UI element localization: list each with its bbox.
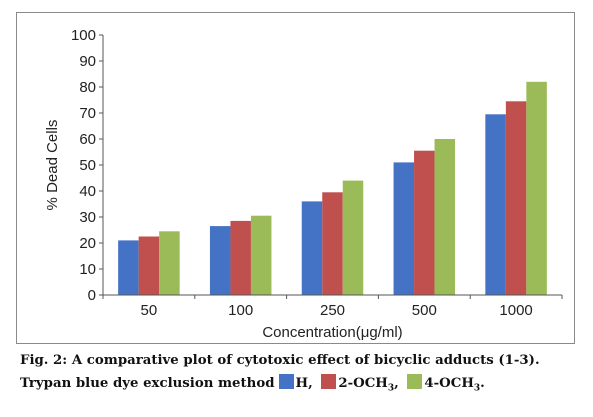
figure-caption: Fig. 2: A comparative plot of cytotoxic … bbox=[20, 349, 590, 401]
bar-2-och3-250 bbox=[322, 192, 343, 295]
caption-line-2: Trypan blue dye exclusion method H, 2-OCH… bbox=[20, 372, 590, 401]
legend-sub-4-och3: 3 bbox=[473, 383, 481, 394]
y-tick-label: 100 bbox=[71, 27, 96, 44]
bars-layer bbox=[118, 81, 547, 295]
bar-4-och3-500 bbox=[434, 139, 456, 295]
legend-swatch-4-och3 bbox=[407, 374, 423, 389]
caption-method-text: Trypan blue dye exclusion method bbox=[20, 376, 275, 391]
y-tick-label: 60 bbox=[79, 131, 96, 148]
x-axis-title: Concentration(μg/ml) bbox=[262, 324, 402, 341]
caption-line-1: Fig. 2: A comparative plot of cytotoxic … bbox=[20, 353, 540, 368]
bar-2-och3-100 bbox=[230, 220, 251, 295]
axes-layer: 0 10 20 30 40 50 60 70 80 90 100 50 100 250 500 1000 bbox=[71, 27, 563, 319]
y-tick-label: 90 bbox=[79, 53, 96, 70]
y-tick-label: 0 bbox=[88, 287, 96, 304]
x-tick-label: 500 bbox=[412, 302, 437, 319]
bar-2-och3-1000 bbox=[505, 101, 527, 295]
bar-4-och3-1000 bbox=[526, 81, 547, 295]
y-tick-label: 80 bbox=[79, 79, 96, 96]
bar-4-och3-250 bbox=[342, 180, 364, 295]
bar-4-och3-50 bbox=[159, 231, 180, 295]
bar-4-och3-100 bbox=[250, 215, 272, 295]
legend-label-h: H, bbox=[295, 376, 313, 391]
legend-label-2-och3: 2-OCH bbox=[338, 376, 388, 391]
bar-h-250 bbox=[301, 201, 323, 295]
bar-2-och3-500 bbox=[414, 150, 435, 295]
bar-h-100 bbox=[209, 226, 231, 295]
y-tick-label: 70 bbox=[79, 105, 96, 122]
y-tick-label: 50 bbox=[79, 157, 96, 174]
bar-2-och3-50 bbox=[138, 236, 160, 295]
y-axis-title: % Dead Cells bbox=[44, 120, 61, 211]
bar-chart: 0 10 20 30 40 50 60 70 80 90 100 50 100 250 500 1000 % … bbox=[44, 27, 563, 341]
legend-tail-4-och3: . bbox=[480, 376, 485, 391]
x-tick-label: 100 bbox=[228, 302, 253, 319]
bar-h-500 bbox=[393, 162, 415, 295]
legend-swatch-h bbox=[278, 374, 294, 389]
legend-tail-2-och3: , bbox=[394, 376, 399, 391]
legend-swatch-2-och3 bbox=[321, 374, 337, 389]
x-tick-label: 50 bbox=[141, 302, 158, 319]
bar-h-50 bbox=[118, 240, 139, 295]
legend-sub-2-och3: 3 bbox=[387, 383, 395, 394]
y-tick-label: 10 bbox=[79, 261, 96, 278]
legend-label-4-och3: 4-OCH bbox=[424, 376, 474, 391]
x-tick-label: 1000 bbox=[499, 302, 532, 319]
bar-h-1000 bbox=[485, 114, 506, 295]
y-tick-label: 40 bbox=[79, 183, 96, 200]
y-tick-label: 30 bbox=[79, 209, 96, 226]
chart-frame: 0 10 20 30 40 50 60 70 80 90 100 50 100 250 500 1000 % … bbox=[16, 12, 575, 344]
x-tick-label: 250 bbox=[320, 302, 345, 319]
y-tick-label: 20 bbox=[79, 235, 96, 252]
